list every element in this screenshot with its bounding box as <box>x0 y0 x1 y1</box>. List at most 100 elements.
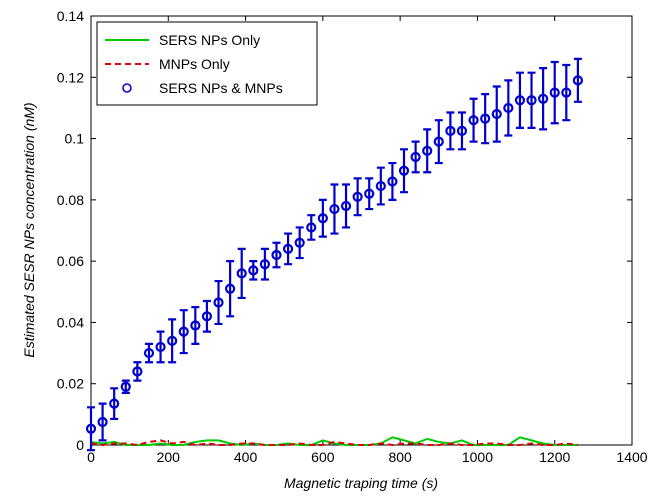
data-point <box>97 416 108 428</box>
error-bar <box>330 183 339 235</box>
data-point <box>317 213 328 224</box>
data-point <box>306 222 317 233</box>
y-tick-label: 0.08 <box>57 192 84 208</box>
error-bar <box>423 128 432 174</box>
legend-label: SERS NPs Only <box>159 32 260 48</box>
error-bar <box>156 330 165 364</box>
y-tick-label: 0.14 <box>57 8 84 24</box>
y-tick-label: 0.1 <box>65 131 85 147</box>
data-point <box>143 347 155 359</box>
data-point <box>561 87 572 98</box>
data-point <box>572 75 584 86</box>
data-point <box>282 243 294 254</box>
error-bar <box>98 402 107 442</box>
error-bar <box>492 85 501 143</box>
data-point <box>456 125 468 137</box>
x-tick-label: 1200 <box>539 449 570 465</box>
error-bar <box>376 166 385 206</box>
legend-label: MNPs Only <box>159 56 230 72</box>
error-bar <box>191 306 200 345</box>
error-bar <box>87 406 95 452</box>
error-bar <box>226 260 235 318</box>
error-bar <box>365 177 374 211</box>
x-axis-label: Magnetic traping time (s) <box>284 475 438 491</box>
error-bar <box>133 361 142 382</box>
data-point <box>236 268 247 279</box>
data-point <box>445 125 456 137</box>
data-point <box>410 151 421 163</box>
data-point <box>387 176 398 187</box>
data-point <box>538 93 549 104</box>
data-point <box>109 398 120 409</box>
error-bar <box>469 97 478 143</box>
error-bar <box>457 111 466 151</box>
error-bar <box>272 241 281 269</box>
series-line <box>90 439 579 447</box>
error-bar <box>260 247 269 281</box>
error-bar <box>434 119 443 165</box>
data-point <box>526 95 537 106</box>
error-bar <box>539 66 548 131</box>
data-point <box>398 165 410 176</box>
x-tick-label: 600 <box>311 449 335 465</box>
data-point <box>375 180 386 192</box>
y-tick-label: 0.02 <box>57 376 84 392</box>
x-tick-label: 0 <box>87 449 95 465</box>
y-tick-label: 0.06 <box>57 253 84 269</box>
x-tick-label: 1000 <box>462 449 493 465</box>
error-bar <box>214 279 223 326</box>
legend-label: SERS NPs & MNPs <box>159 80 283 96</box>
data-point <box>329 203 340 215</box>
x-tick-label: 1400 <box>616 449 647 465</box>
legend-marker <box>122 83 132 93</box>
error-bar <box>400 148 409 194</box>
error-bar <box>446 111 455 151</box>
y-tick-label: 0.04 <box>57 314 84 330</box>
error-bar <box>527 71 536 129</box>
error-bar <box>481 93 490 145</box>
data-point <box>480 113 491 124</box>
data-point <box>85 423 97 434</box>
error-bar <box>284 232 293 266</box>
data-point <box>364 188 375 199</box>
error-bar <box>318 198 327 238</box>
error-bar <box>562 63 571 122</box>
error-bar <box>179 309 188 355</box>
error-bar <box>353 177 362 217</box>
error-bar <box>307 214 316 241</box>
y-tick-label: 0 <box>76 437 84 453</box>
data-point <box>491 108 502 120</box>
error-bar <box>295 226 304 260</box>
error-bar <box>388 161 397 201</box>
data-point <box>190 320 201 331</box>
error-bar <box>342 183 351 229</box>
error-bar <box>249 260 258 281</box>
data-point <box>352 191 363 202</box>
data-point <box>132 366 143 377</box>
data-point <box>201 311 213 322</box>
error-bar <box>237 247 246 300</box>
data-point <box>422 145 433 156</box>
data-point <box>155 341 166 353</box>
data-point <box>503 102 514 114</box>
data-point <box>549 87 560 98</box>
error-bar <box>550 60 559 125</box>
data-point <box>213 297 224 308</box>
error-bar <box>168 318 177 364</box>
error-bar <box>202 299 211 333</box>
error-bar <box>110 387 119 421</box>
y-axis-label: Estimated SESR NPs concentration (nM) <box>21 102 37 357</box>
legend-box <box>96 21 318 106</box>
error-bar <box>515 71 524 129</box>
error-bar <box>504 79 513 137</box>
data-point <box>271 249 282 261</box>
x-tick-label: 400 <box>234 449 258 465</box>
error-bar <box>144 342 153 364</box>
x-tick-label: 800 <box>388 449 412 465</box>
series-line <box>90 436 578 447</box>
data-point <box>340 200 352 212</box>
y-tick-label: 0.12 <box>57 69 84 85</box>
data-point <box>248 265 259 276</box>
